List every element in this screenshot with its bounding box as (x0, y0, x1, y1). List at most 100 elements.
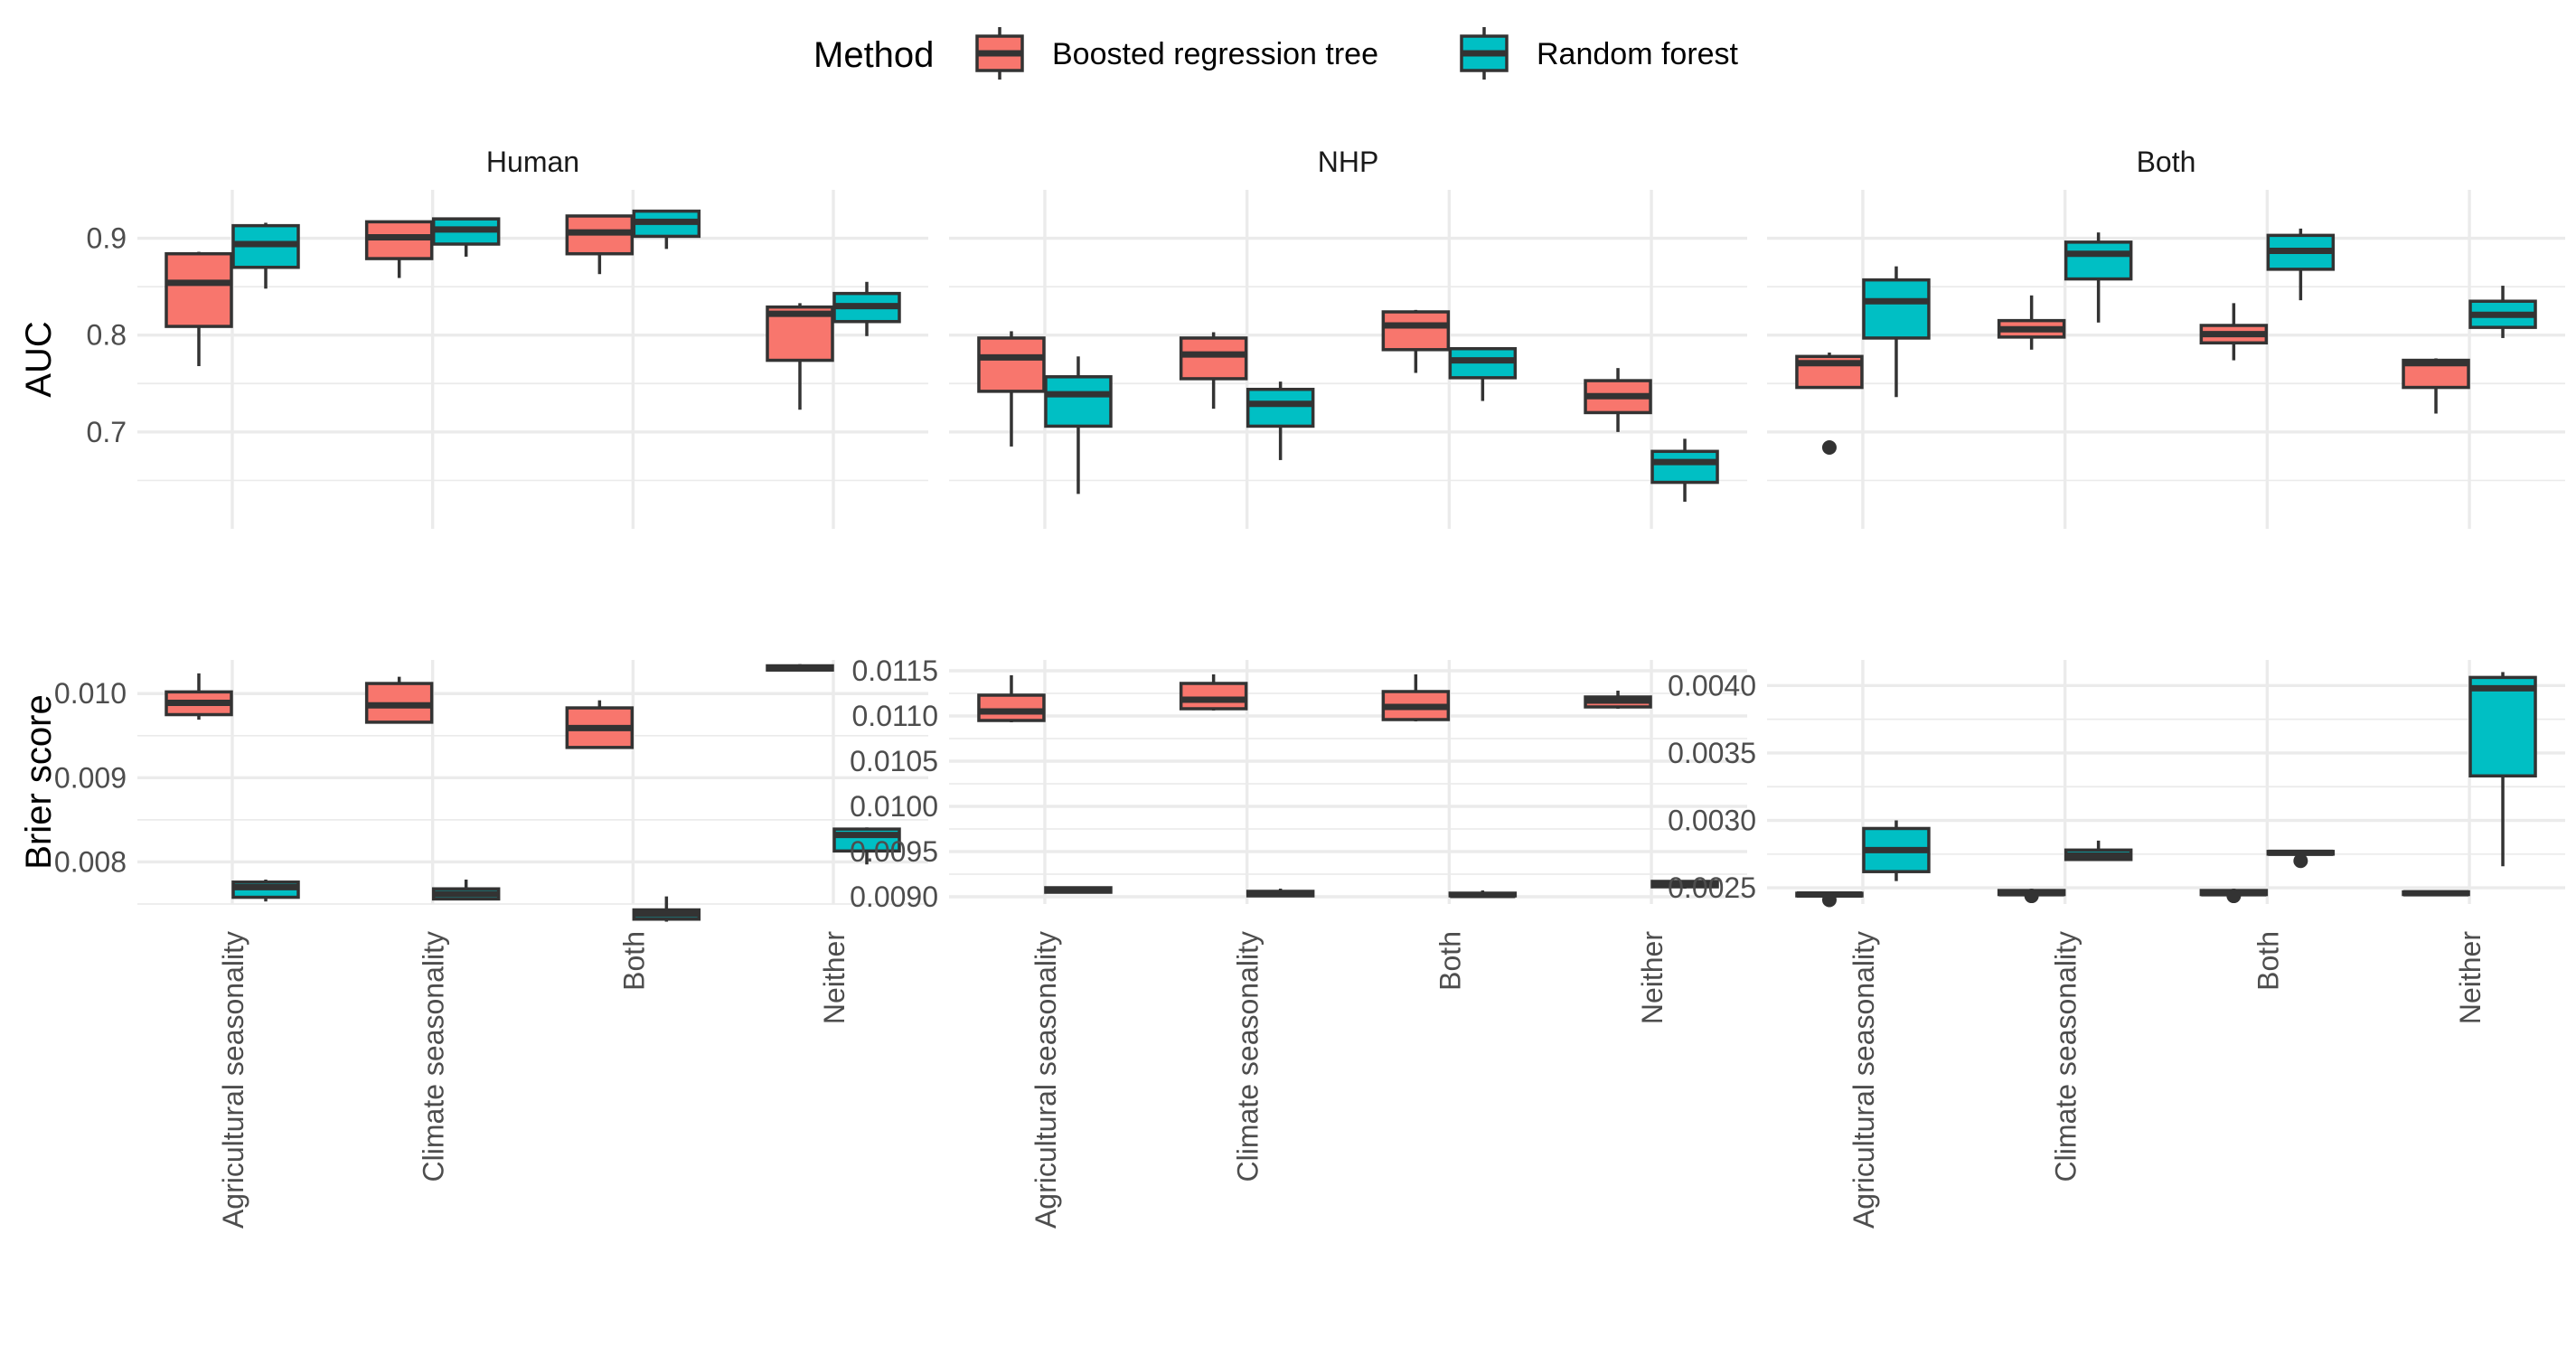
x-tick-label-climate-seasonality: Climate seasonality (2050, 931, 2082, 1182)
y-tick-label: 0.009 (54, 761, 127, 794)
x-tick-label-neither: Neither (2454, 931, 2487, 1025)
box-random-forest-agricultural-seasonality (1862, 266, 1931, 398)
x-tick-label-both: Both (617, 931, 650, 991)
box-random-forest-climate-seasonality (1246, 381, 1315, 460)
box-iqr (1862, 278, 1931, 340)
box-boosted-regression-tree-both (1381, 674, 1451, 721)
y-tick-label: 0.0040 (1668, 669, 1756, 702)
box-random-forest-neither (832, 281, 901, 336)
facet-label-human: Human (486, 146, 579, 178)
box-boosted-regression-tree-agricultural-seasonality (977, 331, 1046, 447)
box-boosted-regression-tree-climate-seasonality (1179, 332, 1248, 410)
panel-brier-nhp: 0.0090 0.0095 0.0100 0.0105 0.0110 0.0115 Agri… (850, 654, 1747, 1229)
box-random-forest-both (632, 896, 701, 922)
box-boosted-regression-tree-agricultural-seasonality (977, 675, 1046, 722)
x-tick-label-climate-seasonality: Climate seasonality (418, 931, 450, 1182)
box-boosted-regression-tree-neither (766, 303, 834, 410)
box-random-forest-climate-seasonality (1246, 889, 1315, 898)
box-boosted-regression-tree-neither (2402, 890, 2470, 897)
y-tick-label: 0.010 (54, 677, 127, 710)
y-tick-label: 0.0105 (850, 745, 938, 777)
box-iqr (2064, 240, 2133, 281)
box-iqr (977, 693, 1046, 722)
box-random-forest-neither (1650, 880, 1719, 889)
outlier-point (2226, 889, 2242, 904)
x-tick-label-climate-seasonality: Climate seasonality (1232, 931, 1264, 1182)
box-random-forest-agricultural-seasonality (231, 880, 300, 902)
x-tick-label-neither: Neither (1636, 931, 1669, 1025)
box-boosted-regression-tree-both (565, 700, 635, 749)
box-random-forest-climate-seasonality (431, 217, 501, 257)
box-iqr (977, 336, 1046, 393)
x-tick-label-agricultural-seasonality: Agricultural seasonality (1847, 931, 1880, 1229)
box-iqr (165, 251, 233, 328)
y-tick-label: 0.0110 (852, 700, 939, 732)
x-tick-label-agricultural-seasonality: Agricultural seasonality (1029, 931, 1062, 1229)
box-boosted-regression-tree-agricultural-seasonality (1795, 891, 1864, 908)
box-boosted-regression-tree-neither (766, 664, 834, 672)
outlier-point (1821, 440, 1837, 455)
box-random-forest-both (2266, 228, 2336, 301)
box-random-forest-both (1448, 890, 1518, 899)
y-axis-title: AUC (19, 321, 59, 397)
box-iqr (1381, 310, 1451, 352)
panel-auc-nhp: NHP (949, 146, 1747, 529)
box-boosted-regression-tree-agricultural-seasonality (165, 673, 233, 720)
box-random-forest-both (632, 209, 701, 250)
y-tick-label: 0.8 (87, 319, 127, 352)
y-tick-label: 0.0095 (850, 835, 938, 868)
x-tick-label-agricultural-seasonality: Agricultural seasonality (217, 931, 249, 1229)
box-random-forest-agricultural-seasonality (1862, 820, 1931, 881)
box-iqr (1246, 387, 1315, 428)
box-boosted-regression-tree-both (565, 214, 635, 275)
box-boosted-regression-tree-climate-seasonality (364, 220, 434, 278)
box-iqr (1179, 682, 1248, 711)
outlier-point (1821, 892, 1837, 908)
box-boosted-regression-tree-neither (1584, 691, 1652, 709)
box-random-forest-neither (2468, 672, 2537, 867)
box-random-forest-agricultural-seasonality (1044, 886, 1113, 894)
box-iqr (2468, 675, 2537, 778)
y-tick-label: 0.0090 (850, 880, 938, 913)
box-boosted-regression-tree-climate-seasonality (1997, 295, 2066, 350)
box-random-forest-climate-seasonality (2064, 232, 2133, 323)
box-random-forest-agricultural-seasonality (1044, 356, 1113, 494)
panel-auc-human: 0.7 0.8 0.9 Human AUC (19, 146, 928, 529)
box-random-forest-neither (1650, 438, 1719, 502)
box-boosted-regression-tree-climate-seasonality (1179, 674, 1248, 711)
y-tick-label: 0.7 (87, 416, 127, 448)
y-axis-title: Brier score (19, 694, 59, 869)
legend-label-random-forest: Random forest (1537, 37, 1739, 71)
box-random-forest-both (2266, 849, 2336, 869)
legend: Method Boosted regression tree Random fo… (813, 27, 1739, 80)
box-boosted-regression-tree-agricultural-seasonality (1795, 353, 1864, 455)
box-random-forest-neither (832, 827, 901, 865)
box-boosted-regression-tree-climate-seasonality (364, 676, 434, 724)
box-boosted-regression-tree-neither (1584, 368, 1652, 432)
legend-label-boosted-regression-tree: Boosted regression tree (1052, 37, 1378, 71)
x-tick-label-neither: Neither (818, 931, 851, 1025)
box-random-forest-climate-seasonality (431, 880, 501, 901)
panel-brier-both: 0.0025 0.0030 0.0035 0.0040 Agricultural sea… (1668, 660, 2565, 1229)
y-tick-label: 0.0035 (1668, 737, 1756, 769)
outlier-point (2024, 889, 2039, 904)
box-random-forest-both (1448, 346, 1518, 401)
outlier-point (2293, 853, 2308, 869)
y-tick-label: 0.0025 (1668, 871, 1756, 904)
facet-label-nhp: NHP (1318, 146, 1379, 178)
y-tick-label: 0.9 (87, 222, 127, 255)
legend-entry-random-forest: Random forest (1460, 27, 1739, 80)
box-boosted-regression-tree-both (1381, 309, 1451, 373)
y-tick-label: 0.0030 (1668, 805, 1756, 837)
box-boosted-regression-tree-climate-seasonality (1997, 889, 2066, 904)
box-iqr (1044, 375, 1113, 428)
y-tick-label: 0.0100 (850, 790, 938, 823)
box-iqr (1650, 449, 1719, 485)
box-random-forest-agricultural-seasonality (231, 222, 300, 289)
box-random-forest-neither (2468, 286, 2537, 338)
y-tick-label: 0.008 (54, 845, 127, 878)
facet-label-both: Both (2137, 146, 2196, 178)
